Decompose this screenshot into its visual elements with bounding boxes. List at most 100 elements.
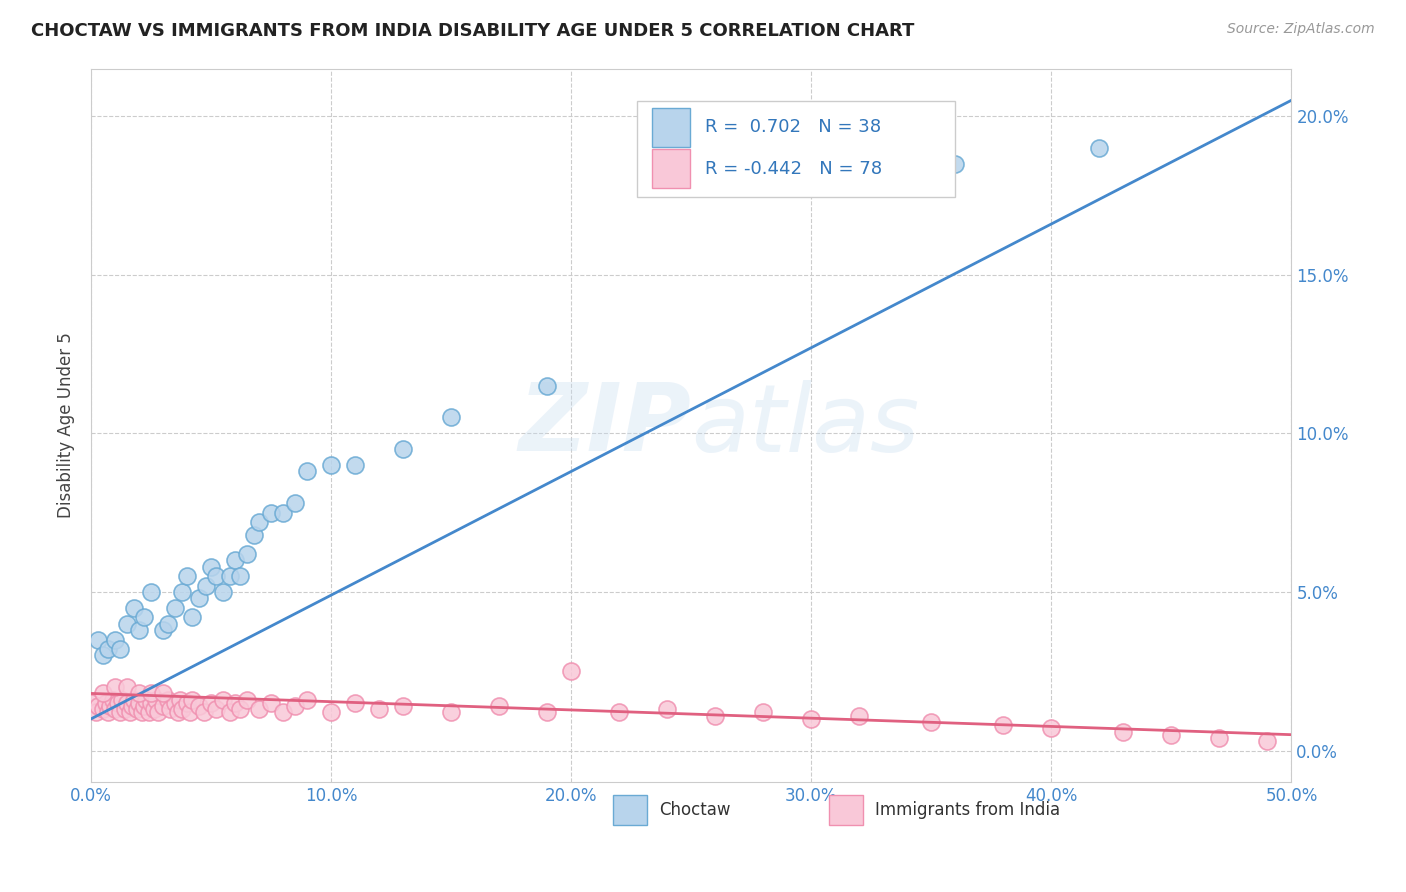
Point [101,693,124,707]
Point [219,706,242,720]
Point [1112,724,1135,739]
Point [1160,728,1182,742]
Point [1256,734,1278,748]
Point [560,665,582,679]
Point [657,702,679,716]
Point [247,515,270,529]
Point [91,702,114,716]
Point [172,702,194,716]
Point [91,648,114,663]
Point [87,632,110,647]
Point [848,708,870,723]
Point [176,696,198,710]
Point [132,699,155,714]
Text: R =  0.702   N = 38: R = 0.702 N = 38 [704,119,880,136]
Y-axis label: Disability Age Under 5: Disability Age Under 5 [58,333,75,518]
Point [260,506,283,520]
Point [141,585,163,599]
Point [181,610,204,624]
Text: CHOCTAW VS IMMIGRANTS FROM INDIA DISABILITY AGE UNDER 5 CORRELATION CHART: CHOCTAW VS IMMIGRANTS FROM INDIA DISABIL… [31,22,914,40]
Point [271,706,294,720]
Point [108,706,131,720]
Point [115,680,138,694]
Point [236,693,259,707]
Point [440,410,463,425]
Point [152,699,174,714]
Point [752,706,775,720]
Point [321,706,343,720]
Point [111,693,134,707]
Text: R = -0.442   N = 78: R = -0.442 N = 78 [704,160,882,178]
Point [98,699,121,714]
Point [1208,731,1230,745]
Point [156,693,179,707]
Point [219,569,242,583]
Point [165,600,187,615]
Point [141,696,163,710]
Point [1040,722,1063,736]
Point [138,706,160,720]
Point [271,506,294,520]
Point [193,706,215,720]
Point [295,693,318,707]
Point [132,610,155,624]
Point [94,696,117,710]
Point [205,569,228,583]
Text: atlas: atlas [692,380,920,471]
Point [295,464,318,478]
Point [128,696,150,710]
Point [392,699,415,714]
Bar [613,795,647,825]
Point [243,528,266,542]
Point [212,693,235,707]
Point [536,706,558,720]
Point [321,458,343,472]
Point [141,686,163,700]
Point [236,547,259,561]
Point [169,693,191,707]
Point [125,702,148,716]
Point [104,702,127,716]
Point [920,714,942,729]
Point [200,559,222,574]
Point [205,702,228,716]
Text: Choctaw: Choctaw [659,801,730,819]
Point [704,708,727,723]
Text: ZIP: ZIP [519,379,692,471]
Point [166,706,188,720]
Point [188,699,211,714]
Point [165,696,187,710]
Point [200,696,222,710]
Point [224,696,246,710]
Point [176,569,198,583]
Point [145,693,167,707]
Point [607,706,630,720]
Point [224,553,246,567]
Point [97,706,120,720]
Point [128,686,150,700]
Point [536,378,558,392]
Point [229,569,252,583]
FancyBboxPatch shape [637,101,955,197]
Point [104,680,127,694]
Point [392,442,415,457]
Point [488,699,510,714]
Point [943,157,966,171]
Point [148,706,170,720]
Point [344,696,367,710]
Text: Immigrants from India: Immigrants from India [875,801,1060,819]
Point [121,699,143,714]
Point [104,632,127,647]
Point [172,585,194,599]
Point [115,616,138,631]
Point [440,706,463,720]
Point [118,706,141,720]
Point [993,718,1015,732]
Point [1088,141,1111,155]
Point [284,699,307,714]
Point [188,591,211,606]
Bar [830,795,863,825]
Point [800,712,823,726]
Point [159,702,181,716]
Point [368,702,391,716]
